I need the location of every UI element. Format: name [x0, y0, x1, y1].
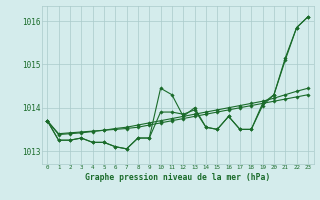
- X-axis label: Graphe pression niveau de la mer (hPa): Graphe pression niveau de la mer (hPa): [85, 173, 270, 182]
